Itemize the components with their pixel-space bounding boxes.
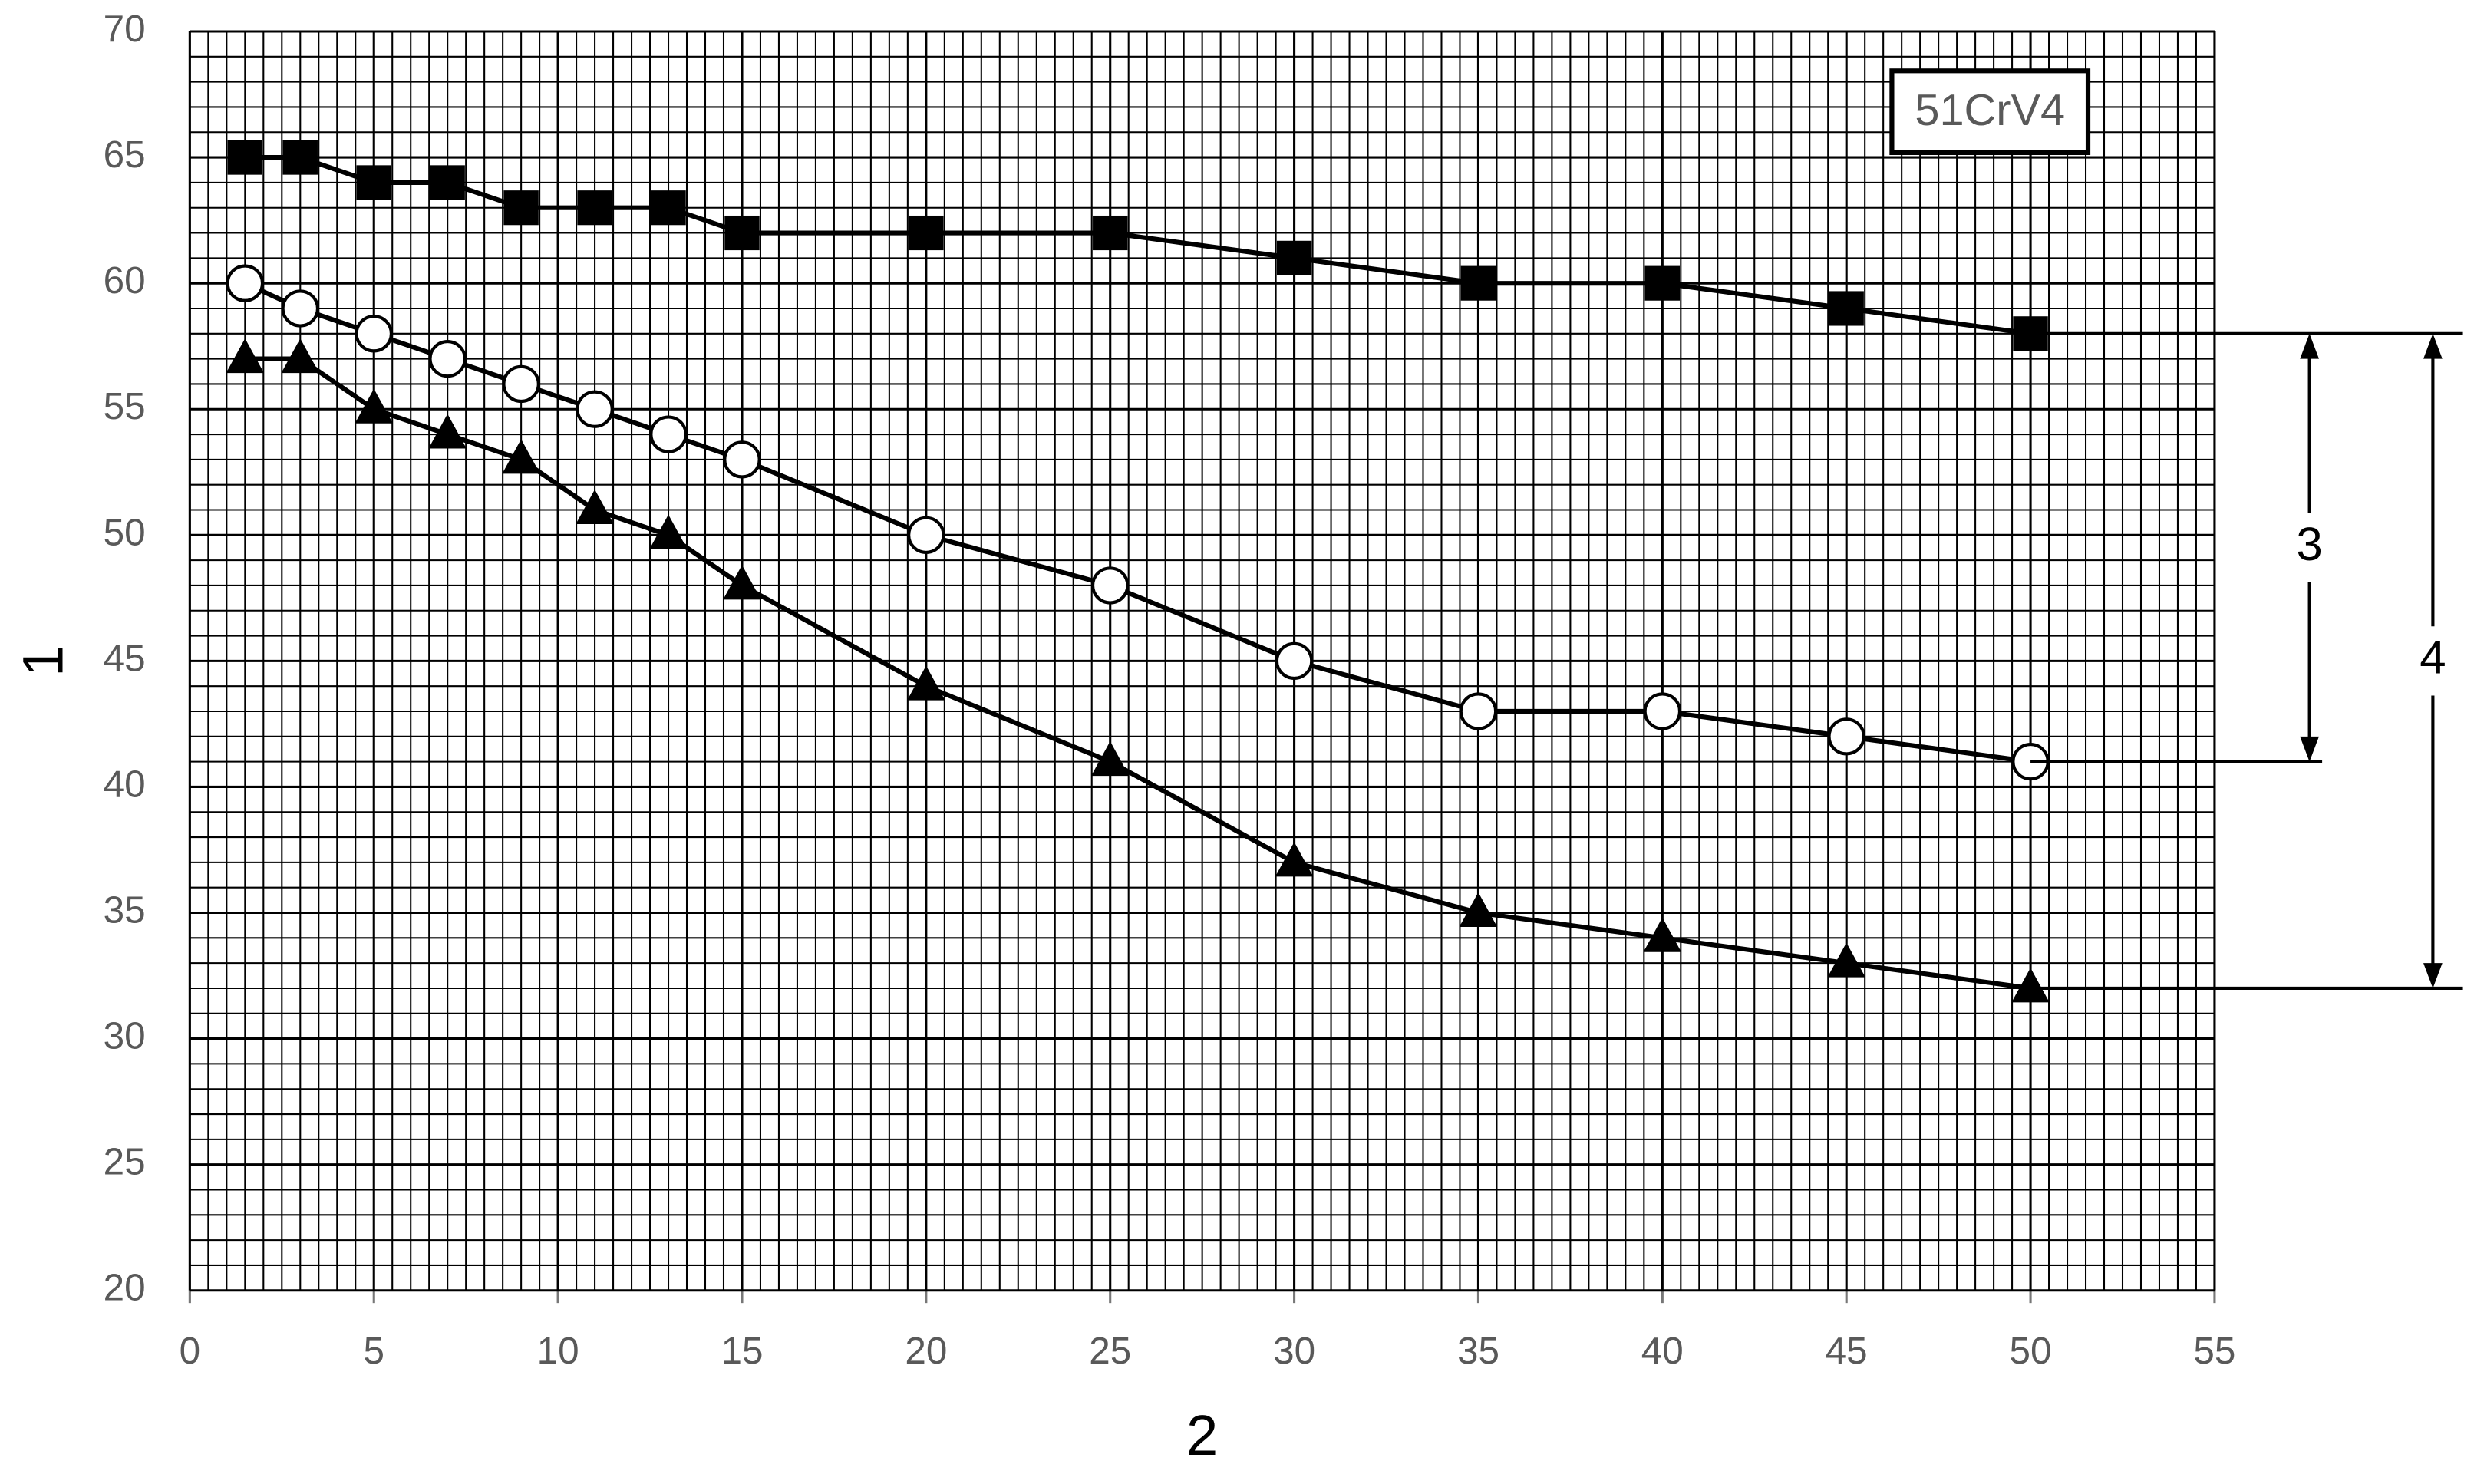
marker — [907, 516, 945, 554]
marker — [651, 190, 686, 226]
marker — [281, 289, 320, 328]
marker — [282, 140, 318, 175]
y-tick-label: 30 — [104, 1015, 146, 1057]
marker — [1093, 215, 1128, 251]
marker — [2011, 968, 2050, 1003]
y-tick-label: 50 — [104, 511, 146, 553]
x-tick-label: 55 — [2193, 1330, 2235, 1372]
y-tick-label: 70 — [104, 8, 146, 50]
x-tick-label: 30 — [1273, 1330, 1315, 1372]
series-line — [245, 155, 2031, 336]
annotation: 4 — [2420, 632, 2446, 684]
marker — [1643, 692, 1682, 730]
marker — [355, 388, 393, 424]
marker — [907, 665, 945, 701]
marker — [227, 140, 263, 175]
marker — [503, 190, 539, 226]
x-tick-label: 10 — [537, 1330, 579, 1372]
series-line — [245, 356, 2031, 991]
x-tick-label: 20 — [905, 1330, 947, 1372]
marker — [1459, 892, 1498, 927]
arrow-head — [2300, 333, 2319, 359]
y-tick-label: 25 — [104, 1141, 146, 1183]
series-line — [244, 281, 2031, 764]
marker — [1827, 942, 1865, 978]
y-tick-label: 55 — [104, 385, 146, 427]
x-tick-label: 35 — [1457, 1330, 1499, 1372]
y-tick-label: 65 — [104, 134, 146, 176]
y-tick-label: 45 — [104, 637, 146, 679]
marker — [502, 439, 540, 474]
marker — [1275, 641, 1314, 680]
marker — [430, 165, 465, 200]
marker — [226, 264, 265, 302]
marker — [1460, 265, 1496, 301]
marker — [723, 565, 761, 600]
marker — [576, 489, 614, 524]
marker — [1276, 240, 1312, 275]
marker — [1643, 917, 1682, 952]
marker — [1829, 291, 1864, 326]
arrow-head — [2423, 333, 2443, 359]
marker — [1090, 740, 1130, 777]
marker — [502, 364, 540, 404]
x-tick-label: 0 — [180, 1330, 201, 1372]
y-tick-label: 40 — [104, 763, 146, 806]
marker — [1459, 692, 1498, 730]
y-tick-label: 20 — [104, 1267, 146, 1309]
marker — [649, 415, 688, 453]
marker — [577, 190, 612, 226]
marker — [1275, 842, 1314, 877]
marker — [428, 414, 467, 449]
annotation: 3 — [2296, 518, 2322, 571]
marker — [1090, 566, 1130, 605]
label-box — [1889, 68, 2091, 156]
marker — [909, 215, 944, 251]
x-tick-label: 25 — [1089, 1330, 1131, 1372]
x-tick-label: 5 — [363, 1330, 384, 1372]
x-tick-label: 50 — [2010, 1330, 2052, 1372]
marker — [649, 514, 688, 549]
marker — [1827, 717, 1865, 756]
y-tick-label: 35 — [104, 889, 146, 932]
x-axis-label: 2 — [1186, 1403, 1218, 1467]
x-tick-label: 45 — [1826, 1330, 1868, 1372]
marker — [576, 390, 614, 428]
arrow-head — [2423, 963, 2443, 988]
marker — [226, 338, 265, 374]
y-tick-label: 60 — [104, 259, 146, 302]
marker — [281, 338, 320, 374]
marker — [428, 339, 467, 378]
x-tick-label: 40 — [1641, 1330, 1684, 1372]
marker — [1644, 265, 1680, 301]
marker — [356, 165, 391, 200]
marker — [355, 315, 393, 353]
y-axis-label: 1 — [11, 645, 74, 677]
marker — [724, 215, 760, 251]
arrow-head — [2300, 736, 2319, 762]
x-tick-label: 15 — [721, 1330, 763, 1372]
marker — [723, 440, 761, 479]
label-box-text: 51CrV4 — [1915, 86, 2065, 135]
